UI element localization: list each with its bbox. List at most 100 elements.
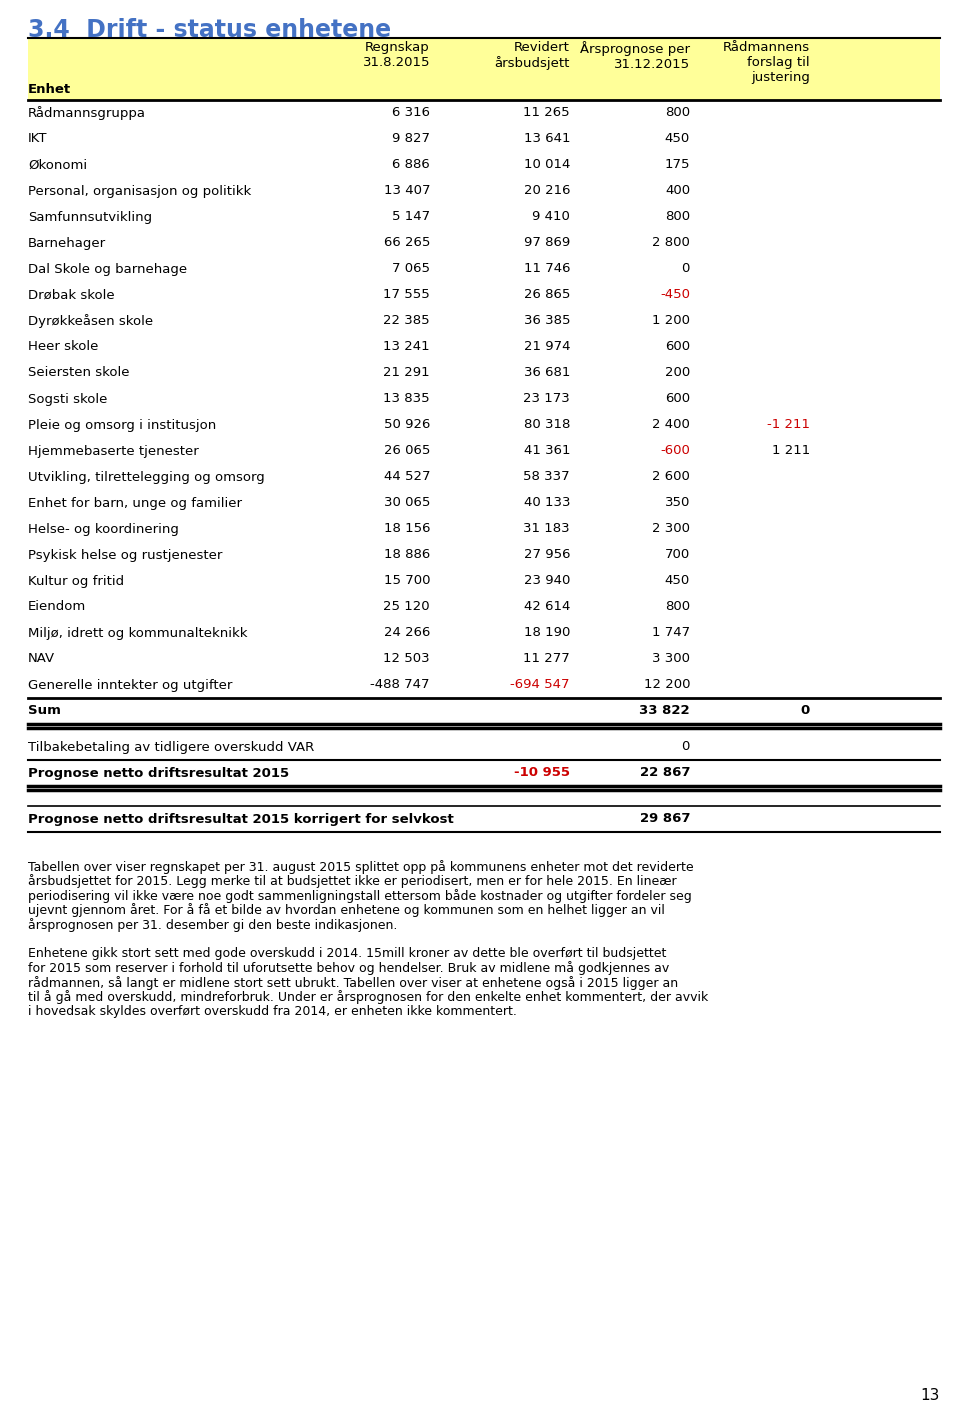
Text: 175: 175 xyxy=(664,158,690,171)
Text: 800: 800 xyxy=(665,601,690,614)
Text: 800: 800 xyxy=(665,107,690,120)
Text: 3 300: 3 300 xyxy=(652,652,690,665)
Text: for 2015 som reserver i forhold til uforutsette behov og hendelser. Bruk av midl: for 2015 som reserver i forhold til ufor… xyxy=(28,962,669,976)
Text: 66 265: 66 265 xyxy=(384,237,430,250)
Text: 23 173: 23 173 xyxy=(523,392,570,405)
Text: Enhet for barn, unge og familier: Enhet for barn, unge og familier xyxy=(28,497,242,509)
Text: Pleie og omsorg i institusjon: Pleie og omsorg i institusjon xyxy=(28,418,216,431)
Text: 41 361: 41 361 xyxy=(523,444,570,458)
Text: 0: 0 xyxy=(682,263,690,275)
Text: Prognose netto driftsresultat 2015: Prognose netto driftsresultat 2015 xyxy=(28,766,289,779)
Text: 450: 450 xyxy=(664,133,690,146)
Text: Personal, organisasjon og politikk: Personal, organisasjon og politikk xyxy=(28,184,252,197)
Text: 58 337: 58 337 xyxy=(523,471,570,484)
Text: 27 956: 27 956 xyxy=(523,548,570,561)
Text: 450: 450 xyxy=(664,575,690,588)
Text: Revidert
årsbudsjett: Revidert årsbudsjett xyxy=(494,41,570,70)
Text: 31 183: 31 183 xyxy=(523,522,570,535)
Text: 11 277: 11 277 xyxy=(523,652,570,665)
Text: Barnehager: Barnehager xyxy=(28,237,107,250)
Text: Enhetene gikk stort sett med gode overskudd i 2014. 15mill kroner av dette ble o: Enhetene gikk stort sett med gode oversk… xyxy=(28,948,666,960)
Text: 0: 0 xyxy=(801,705,810,718)
Text: 600: 600 xyxy=(665,341,690,354)
Text: Miljø, idrett og kommunalteknikk: Miljø, idrett og kommunalteknikk xyxy=(28,626,248,639)
Text: årsprognosen per 31. desember gi den beste indikasjonen.: årsprognosen per 31. desember gi den bes… xyxy=(28,918,397,932)
Text: 40 133: 40 133 xyxy=(523,497,570,509)
Text: -1 211: -1 211 xyxy=(767,418,810,431)
Text: 20 216: 20 216 xyxy=(523,184,570,197)
Text: Økonomi: Økonomi xyxy=(28,158,87,171)
Text: Sogsti skole: Sogsti skole xyxy=(28,392,108,405)
Text: Årsprognose per
31.12.2015: Årsprognose per 31.12.2015 xyxy=(580,41,690,71)
Text: 1 211: 1 211 xyxy=(772,444,810,458)
Text: 12 200: 12 200 xyxy=(643,678,690,692)
Text: 9 827: 9 827 xyxy=(392,133,430,146)
Text: 400: 400 xyxy=(665,184,690,197)
Text: 600: 600 xyxy=(665,392,690,405)
Text: 44 527: 44 527 xyxy=(383,471,430,484)
Text: 13 641: 13 641 xyxy=(523,133,570,146)
Text: Regnskap
31.8.2015: Regnskap 31.8.2015 xyxy=(363,41,430,68)
Text: -694 547: -694 547 xyxy=(511,678,570,692)
Text: 1 200: 1 200 xyxy=(652,314,690,328)
Text: Hjemmebaserte tjenester: Hjemmebaserte tjenester xyxy=(28,444,199,458)
Text: 22 867: 22 867 xyxy=(639,766,690,779)
Text: Dal Skole og barnehage: Dal Skole og barnehage xyxy=(28,263,187,275)
Text: 800: 800 xyxy=(665,211,690,224)
Text: 80 318: 80 318 xyxy=(523,418,570,431)
Text: 200: 200 xyxy=(664,367,690,380)
Text: 23 940: 23 940 xyxy=(523,575,570,588)
Text: 21 291: 21 291 xyxy=(383,367,430,380)
Text: 6 316: 6 316 xyxy=(392,107,430,120)
Text: NAV: NAV xyxy=(28,652,55,665)
Text: Rådmannsgruppa: Rådmannsgruppa xyxy=(28,106,146,120)
Text: 6 886: 6 886 xyxy=(393,158,430,171)
Text: -450: -450 xyxy=(660,288,690,301)
Text: 26 865: 26 865 xyxy=(523,288,570,301)
Text: 2 800: 2 800 xyxy=(652,237,690,250)
Text: Drøbak skole: Drøbak skole xyxy=(28,288,114,301)
Bar xyxy=(28,39,940,100)
Text: 21 974: 21 974 xyxy=(523,341,570,354)
Text: Kultur og fritid: Kultur og fritid xyxy=(28,575,124,588)
Text: 3.4  Drift - status enhetene: 3.4 Drift - status enhetene xyxy=(28,19,391,41)
Text: 7 065: 7 065 xyxy=(392,263,430,275)
Text: Generelle inntekter og utgifter: Generelle inntekter og utgifter xyxy=(28,678,232,692)
Text: 11 265: 11 265 xyxy=(523,107,570,120)
Text: 13: 13 xyxy=(921,1387,940,1403)
Text: 30 065: 30 065 xyxy=(384,497,430,509)
Text: Dyrøkkeåsen skole: Dyrøkkeåsen skole xyxy=(28,314,154,328)
Text: -10 955: -10 955 xyxy=(514,766,570,779)
Text: Heer skole: Heer skole xyxy=(28,341,98,354)
Text: 2 600: 2 600 xyxy=(652,471,690,484)
Text: 25 120: 25 120 xyxy=(383,601,430,614)
Text: 17 555: 17 555 xyxy=(383,288,430,301)
Text: Psykisk helse og rustjenester: Psykisk helse og rustjenester xyxy=(28,548,223,561)
Text: 36 681: 36 681 xyxy=(523,367,570,380)
Text: -600: -600 xyxy=(660,444,690,458)
Text: Tabellen over viser regnskapet per 31. august 2015 splittet opp på kommunens enh: Tabellen over viser regnskapet per 31. a… xyxy=(28,860,694,873)
Text: 15 700: 15 700 xyxy=(383,575,430,588)
Text: 18 190: 18 190 xyxy=(523,626,570,639)
Text: 0: 0 xyxy=(682,741,690,753)
Text: Eiendom: Eiendom xyxy=(28,601,86,614)
Text: IKT: IKT xyxy=(28,133,47,146)
Text: 12 503: 12 503 xyxy=(383,652,430,665)
Text: 26 065: 26 065 xyxy=(384,444,430,458)
Text: Rådmannens
forslag til
justering: Rådmannens forslag til justering xyxy=(723,41,810,84)
Text: Prognose netto driftsresultat 2015 korrigert for selvkost: Prognose netto driftsresultat 2015 korri… xyxy=(28,812,454,825)
Text: Sum: Sum xyxy=(28,705,60,718)
Text: Tilbakebetaling av tidligere overskudd VAR: Tilbakebetaling av tidligere overskudd V… xyxy=(28,741,314,753)
Text: til å gå med overskudd, mindreforbruk. Under er årsprognosen for den enkelte enh: til å gå med overskudd, mindreforbruk. U… xyxy=(28,990,708,1005)
Text: 350: 350 xyxy=(664,497,690,509)
Text: Utvikling, tilrettelegging og omsorg: Utvikling, tilrettelegging og omsorg xyxy=(28,471,265,484)
Text: 11 746: 11 746 xyxy=(523,263,570,275)
Text: 2 300: 2 300 xyxy=(652,522,690,535)
Text: 42 614: 42 614 xyxy=(523,601,570,614)
Text: 13 407: 13 407 xyxy=(383,184,430,197)
Text: årsbudsjettet for 2015. Legg merke til at budsjettet ikke er periodisert, men er: årsbudsjettet for 2015. Legg merke til a… xyxy=(28,875,677,889)
Text: 1 747: 1 747 xyxy=(652,626,690,639)
Text: -488 747: -488 747 xyxy=(371,678,430,692)
Text: 22 385: 22 385 xyxy=(383,314,430,328)
Text: 33 822: 33 822 xyxy=(639,705,690,718)
